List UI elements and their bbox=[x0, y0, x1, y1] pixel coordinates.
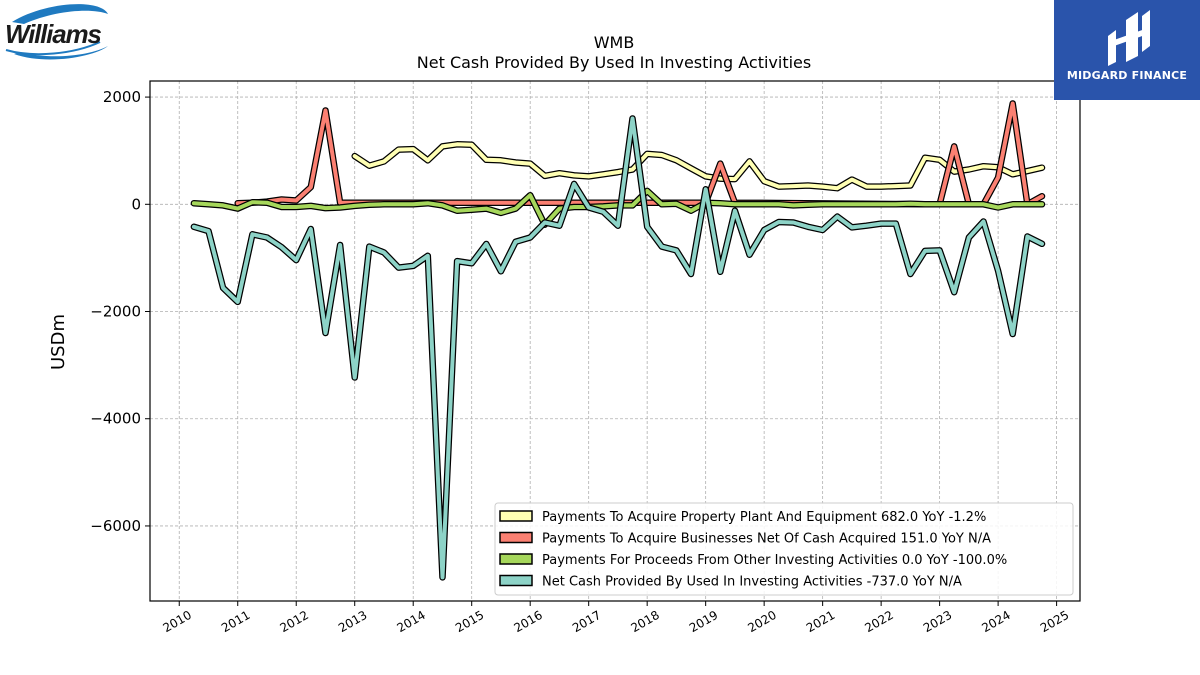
brand-name: MIDGARD FINANCE bbox=[1066, 69, 1188, 82]
x-tick-label: 2017 bbox=[570, 608, 603, 635]
legend-label: Payments For Proceeds From Other Investi… bbox=[542, 553, 1007, 568]
x-tick-label: 2025 bbox=[1038, 608, 1071, 635]
plot-frame bbox=[149, 80, 1081, 602]
legend-swatch bbox=[499, 531, 533, 544]
legend-label: Payments To Acquire Businesses Net Of Ca… bbox=[542, 532, 991, 547]
chart-subtitle: Net Cash Provided By Used In Investing A… bbox=[417, 53, 811, 72]
williams-logo-text: Williams bbox=[5, 19, 101, 49]
x-tick-label: 2022 bbox=[862, 608, 895, 635]
midgard-emblem-icon bbox=[1108, 10, 1150, 66]
y-tick-label: 2000 bbox=[103, 88, 141, 106]
legend-swatch bbox=[499, 510, 533, 522]
series-line bbox=[191, 116, 1044, 580]
williams-swoosh-icon: Williams bbox=[5, 4, 108, 60]
x-tick-label: 2024 bbox=[979, 608, 1012, 635]
x-tick-label: 2015 bbox=[453, 608, 486, 635]
y-tick-label: −4000 bbox=[90, 410, 141, 428]
x-tick-label: 2016 bbox=[511, 608, 544, 635]
x-tick-label: 2018 bbox=[628, 608, 661, 635]
legend-label: Net Cash Provided By Used In Investing A… bbox=[542, 575, 962, 590]
legend-swatch bbox=[499, 574, 533, 587]
legend-swatch bbox=[499, 553, 533, 565]
midgard-finance-logo: MIDGARD FINANCE bbox=[1054, 0, 1200, 100]
x-tick-label: 2012 bbox=[277, 608, 310, 635]
x-tick-label: 2014 bbox=[394, 608, 427, 635]
y-tick-label: −2000 bbox=[90, 303, 141, 321]
x-tick-label: 2020 bbox=[745, 608, 778, 635]
y-axis-label: USDm bbox=[48, 314, 69, 370]
chart-title: WMB bbox=[594, 33, 635, 52]
x-tick-label: 2011 bbox=[219, 608, 252, 635]
series-outline bbox=[351, 141, 1046, 192]
x-tick-label: 2010 bbox=[161, 608, 194, 635]
legend: Payments To Acquire Property Plant And E… bbox=[494, 502, 1074, 596]
plot-series bbox=[190, 100, 1046, 581]
x-tick-label: 2021 bbox=[804, 608, 837, 635]
series-line bbox=[352, 142, 1044, 191]
y-tick-label: 0 bbox=[131, 195, 141, 213]
y-tick-label: −6000 bbox=[90, 517, 141, 535]
x-tick-label: 2013 bbox=[336, 608, 369, 635]
williams-logo: Williams bbox=[4, 4, 116, 64]
legend-box bbox=[494, 502, 1074, 596]
x-tick-label: 2023 bbox=[921, 608, 954, 635]
x-tick-label: 2019 bbox=[687, 608, 720, 635]
legend-label: Payments To Acquire Property Plant And E… bbox=[542, 510, 986, 525]
